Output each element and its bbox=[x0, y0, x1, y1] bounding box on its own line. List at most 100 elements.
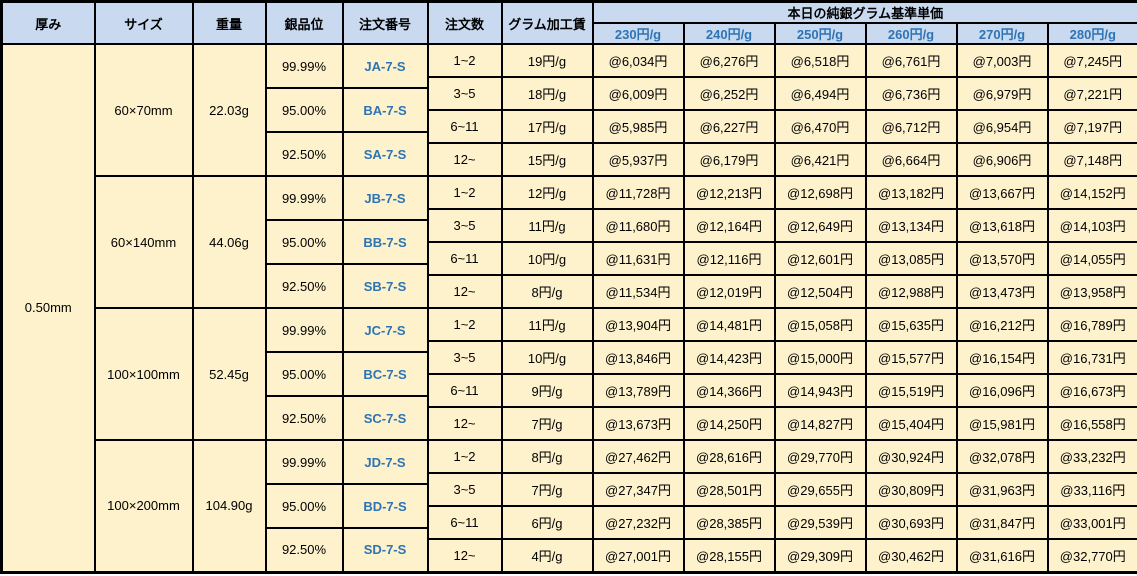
qty-cell: 6~11 bbox=[426, 109, 503, 144]
price-cell: @13,958円 bbox=[1046, 274, 1137, 309]
header-size: サイズ bbox=[93, 0, 194, 45]
purity-cell: 95.00% bbox=[264, 483, 344, 529]
header-price-col: 260円/g bbox=[864, 22, 958, 45]
price-cell: @7,245円 bbox=[1046, 43, 1137, 78]
order-no-cell: JB-7-S bbox=[341, 175, 429, 221]
qty-cell: 3~5 bbox=[426, 208, 503, 243]
price-cell: @12,601円 bbox=[773, 241, 867, 276]
purity-cell: 92.50% bbox=[264, 527, 344, 573]
price-cell: @16,673円 bbox=[1046, 373, 1137, 408]
price-cell: @15,404円 bbox=[864, 406, 958, 441]
price-cell: @14,423円 bbox=[682, 340, 776, 375]
price-cell: @12,213円 bbox=[682, 175, 776, 210]
price-cell: @16,731円 bbox=[1046, 340, 1137, 375]
weight-cell: 104.90g bbox=[191, 439, 267, 573]
price-cell: @32,078円 bbox=[955, 439, 1049, 474]
price-cell: @16,558円 bbox=[1046, 406, 1137, 441]
price-cell: @28,155円 bbox=[682, 538, 776, 573]
price-cell: @14,103円 bbox=[1046, 208, 1137, 243]
purity-cell: 99.99% bbox=[264, 439, 344, 485]
fee-cell: 10円/g bbox=[500, 241, 594, 276]
price-cell: @27,347円 bbox=[591, 472, 685, 507]
price-cell: @13,789円 bbox=[591, 373, 685, 408]
fee-cell: 9円/g bbox=[500, 373, 594, 408]
fee-cell: 7円/g bbox=[500, 406, 594, 441]
price-cell: @6,252円 bbox=[682, 76, 776, 111]
price-cell: @30,924円 bbox=[864, 439, 958, 474]
fee-cell: 11円/g bbox=[500, 208, 594, 243]
price-cell: @15,981円 bbox=[955, 406, 1049, 441]
price-cell: @27,001円 bbox=[591, 538, 685, 573]
qty-cell: 12~ bbox=[426, 274, 503, 309]
price-cell: @15,519円 bbox=[864, 373, 958, 408]
price-cell: @14,055円 bbox=[1046, 241, 1137, 276]
price-cell: @6,664円 bbox=[864, 142, 958, 177]
header-thickness: 厚み bbox=[0, 0, 96, 45]
qty-cell: 6~11 bbox=[426, 373, 503, 408]
price-cell: @12,504円 bbox=[773, 274, 867, 309]
price-cell: @33,116円 bbox=[1046, 472, 1137, 507]
price-cell: @12,698円 bbox=[773, 175, 867, 210]
fee-cell: 19円/g bbox=[500, 43, 594, 78]
price-cell: @16,212円 bbox=[955, 307, 1049, 342]
order-no-cell: SB-7-S bbox=[341, 263, 429, 309]
qty-cell: 1~2 bbox=[426, 43, 503, 78]
header-weight: 重量 bbox=[191, 0, 267, 45]
price-cell: @12,988円 bbox=[864, 274, 958, 309]
price-cell: @6,227円 bbox=[682, 109, 776, 144]
price-cell: @13,085円 bbox=[864, 241, 958, 276]
price-cell: @6,421円 bbox=[773, 142, 867, 177]
price-cell: @28,385円 bbox=[682, 505, 776, 540]
price-cell: @6,979円 bbox=[955, 76, 1049, 111]
header-price-group: 本日の純銀グラム基準単価 bbox=[591, 0, 1137, 24]
fee-cell: 11円/g bbox=[500, 307, 594, 342]
price-cell: @31,963円 bbox=[955, 472, 1049, 507]
price-cell: @33,232円 bbox=[1046, 439, 1137, 474]
price-cell: @16,096円 bbox=[955, 373, 1049, 408]
price-cell: @13,667円 bbox=[955, 175, 1049, 210]
fee-cell: 18円/g bbox=[500, 76, 594, 111]
price-cell: @12,116円 bbox=[682, 241, 776, 276]
qty-cell: 12~ bbox=[426, 142, 503, 177]
price-cell: @16,154円 bbox=[955, 340, 1049, 375]
order-no-cell: BD-7-S bbox=[341, 483, 429, 529]
fee-cell: 4円/g bbox=[500, 538, 594, 573]
price-cell: @31,847円 bbox=[955, 505, 1049, 540]
price-cell: @6,494円 bbox=[773, 76, 867, 111]
price-cell: @31,616円 bbox=[955, 538, 1049, 573]
price-cell: @5,937円 bbox=[591, 142, 685, 177]
order-no-cell: JC-7-S bbox=[341, 307, 429, 353]
price-cell: @6,954円 bbox=[955, 109, 1049, 144]
price-cell: @27,232円 bbox=[591, 505, 685, 540]
price-cell: @15,577円 bbox=[864, 340, 958, 375]
price-cell: @7,221円 bbox=[1046, 76, 1137, 111]
fee-cell: 6円/g bbox=[500, 505, 594, 540]
purity-cell: 92.50% bbox=[264, 395, 344, 441]
price-cell: @13,846円 bbox=[591, 340, 685, 375]
price-cell: @12,649円 bbox=[773, 208, 867, 243]
price-cell: @7,197円 bbox=[1046, 109, 1137, 144]
price-table-body: 0.50mm 60×70mm 22.03g 99.99% JA-7-S 1~2 19円/g @… bbox=[0, 43, 1137, 573]
qty-cell: 6~11 bbox=[426, 505, 503, 540]
price-cell: @13,473円 bbox=[955, 274, 1049, 309]
size-cell: 60×140mm bbox=[93, 175, 194, 309]
order-no-cell: JD-7-S bbox=[341, 439, 429, 485]
price-cell: @14,366円 bbox=[682, 373, 776, 408]
order-no-cell: BB-7-S bbox=[341, 219, 429, 265]
weight-cell: 22.03g bbox=[191, 43, 267, 177]
price-cell: @30,809円 bbox=[864, 472, 958, 507]
price-cell: @12,164円 bbox=[682, 208, 776, 243]
price-cell: @15,000円 bbox=[773, 340, 867, 375]
header-price-col: 280円/g bbox=[1046, 22, 1137, 45]
order-no-cell: BA-7-S bbox=[341, 87, 429, 133]
order-no-cell: SA-7-S bbox=[341, 131, 429, 177]
price-cell: @6,906円 bbox=[955, 142, 1049, 177]
fee-cell: 17円/g bbox=[500, 109, 594, 144]
price-cell: @6,518円 bbox=[773, 43, 867, 78]
size-cell: 100×200mm bbox=[93, 439, 194, 573]
price-cell: @7,148円 bbox=[1046, 142, 1137, 177]
price-cell: @6,009円 bbox=[591, 76, 685, 111]
qty-cell: 3~5 bbox=[426, 76, 503, 111]
price-cell: @6,179円 bbox=[682, 142, 776, 177]
header-price-col: 240円/g bbox=[682, 22, 776, 45]
